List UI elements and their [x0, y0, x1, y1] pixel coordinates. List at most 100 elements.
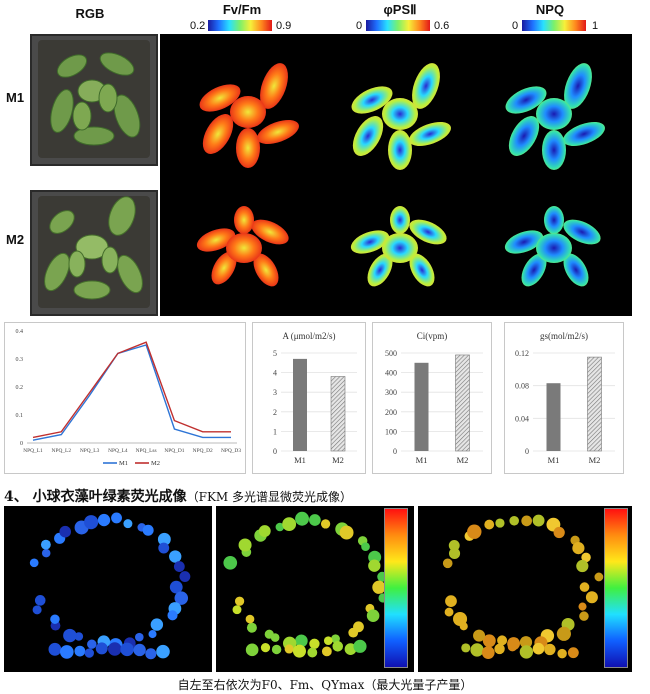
y-tick-label: 300	[385, 388, 397, 397]
cell	[320, 519, 331, 529]
cell	[572, 542, 585, 555]
y-tick-label: 0.3	[16, 357, 24, 363]
cell	[295, 511, 309, 526]
cell	[331, 634, 340, 644]
cell	[97, 513, 111, 527]
y-tick-label: 400	[385, 369, 397, 378]
cell	[442, 558, 453, 569]
cell	[495, 518, 505, 528]
cell	[494, 643, 505, 655]
y-tick-label: 0.4	[16, 329, 24, 335]
bar-chart-gs: gs(mol/m2/s) 0 0.04 0.08 0.12 M1 M2	[504, 322, 624, 474]
cell	[361, 542, 370, 552]
x-tick-label: NPQ_D1	[164, 448, 184, 454]
column-header-rgb: RGB	[75, 6, 105, 21]
legend-label-m2: M2	[151, 460, 160, 467]
cell	[275, 522, 285, 532]
phipsii-image-m2	[350, 206, 447, 287]
cell	[63, 628, 77, 643]
cell	[461, 643, 471, 653]
y-tick-label: 1	[273, 427, 277, 436]
cell	[366, 609, 380, 622]
cell	[576, 559, 589, 573]
x-tick-label: M2	[332, 455, 344, 465]
cell	[59, 525, 72, 538]
cell	[448, 547, 461, 560]
qymax-image-panel	[418, 506, 632, 672]
cell	[169, 580, 183, 594]
cell	[292, 644, 306, 658]
cell	[579, 582, 590, 592]
y-tick-label: 4	[273, 369, 277, 378]
cell	[348, 627, 359, 638]
cell	[245, 643, 259, 657]
x-tick-label: M2	[457, 455, 469, 465]
cell	[282, 517, 297, 532]
cell	[594, 572, 604, 582]
x-tick-label: NPQ_L4	[108, 448, 128, 454]
cell	[123, 519, 133, 529]
cell	[246, 622, 257, 633]
cell	[448, 540, 460, 551]
y-tick-label: 0	[273, 447, 277, 456]
chart-title: gs(mol/m2/s)	[540, 331, 588, 341]
cell	[107, 642, 122, 656]
y-tick-label: 0	[525, 447, 529, 456]
colorbar-phipsii-max: 0.6	[434, 20, 450, 32]
x-tick-label: NPQ_L1	[23, 448, 43, 454]
cell	[84, 648, 94, 658]
cell	[519, 636, 533, 649]
cell	[295, 634, 308, 648]
x-tick-label: NPQ_L3	[80, 448, 100, 454]
y-tick-label: 0.12	[515, 349, 529, 358]
cell	[260, 643, 271, 653]
cell	[174, 591, 189, 605]
cell	[111, 512, 122, 524]
cell	[482, 634, 496, 648]
section-title-sub: （FKM 多光谱显微荧光成像）	[186, 490, 353, 504]
y-tick-label: 0	[20, 441, 23, 447]
chart-title: Ci(vpm)	[417, 331, 448, 341]
x-tick-label: NPQ_D3	[221, 448, 241, 454]
cell	[585, 591, 598, 604]
y-tick-label: 500	[385, 349, 397, 358]
bar-m1	[546, 383, 561, 451]
y-tick-label: 5	[273, 349, 277, 358]
cell	[264, 629, 274, 639]
cell	[581, 552, 591, 563]
cell	[245, 614, 255, 624]
cell	[519, 645, 534, 659]
cell	[481, 646, 495, 659]
cell	[238, 538, 252, 552]
figure-caption: 自左至右依次为F0、Fm、QYmax（最大光量子产量）	[177, 678, 473, 692]
colorbar-npq-min: 0	[512, 20, 519, 32]
cell	[321, 646, 332, 657]
cell	[120, 642, 134, 657]
x-tick-label: NPQ_D2	[193, 448, 213, 454]
cell	[567, 647, 579, 659]
colorbar-phipsii-min: 0	[356, 20, 363, 32]
cell	[234, 596, 245, 606]
cell	[148, 630, 157, 639]
cell	[40, 539, 51, 550]
cell	[507, 642, 518, 652]
cell	[484, 519, 495, 530]
cell	[332, 641, 344, 652]
series-line-m1	[32, 344, 231, 441]
cell	[453, 611, 468, 627]
x-tick-label: M1	[294, 455, 306, 465]
y-tick-label: 0.08	[515, 382, 529, 391]
colorbar-fvfm-max: 0.9	[276, 20, 292, 32]
cell	[368, 559, 381, 572]
cell	[74, 632, 84, 641]
bar-chart-a: A (μmol/m2/s) 0 1 2 3 4 5 M1 M2	[252, 322, 366, 474]
bar-m2	[455, 354, 470, 452]
row-label-m2: M2	[6, 232, 25, 247]
y-tick-label: 200	[385, 408, 397, 417]
cell	[532, 514, 545, 527]
section-title-main: 4、 小球衣藻叶绿素荧光成像	[4, 489, 187, 505]
bar-m2	[330, 376, 346, 452]
x-tick-label: NPQ_Lss	[136, 448, 157, 454]
cell	[467, 524, 482, 539]
column-header-phipsii: φPSⅡ	[383, 2, 417, 17]
